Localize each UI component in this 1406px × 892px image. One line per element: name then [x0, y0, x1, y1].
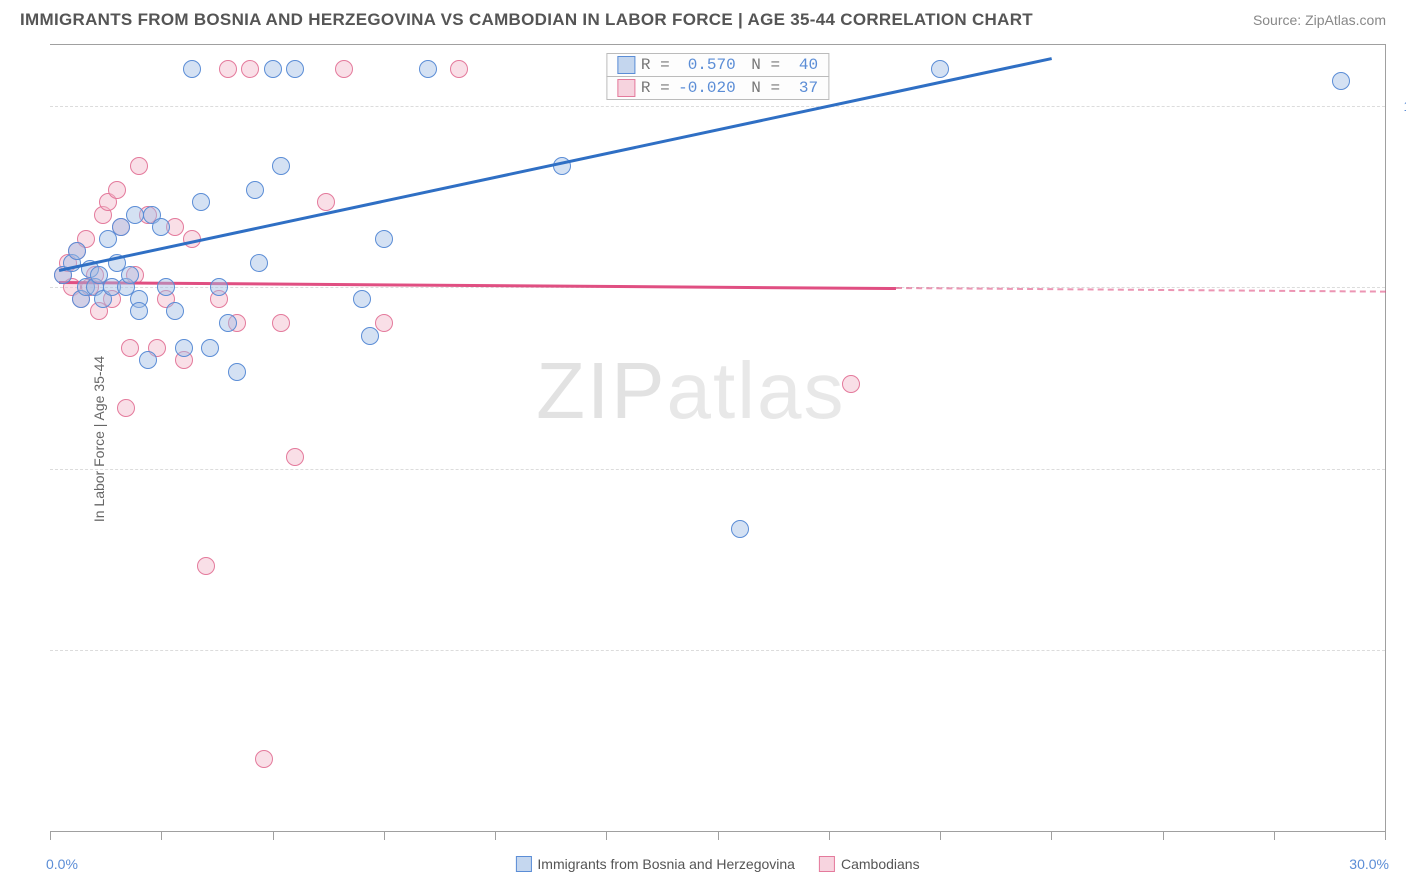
- scatter-point-blue: [375, 230, 393, 248]
- y-tick-label: 55.0%: [1395, 642, 1406, 658]
- swatch-blue-icon: [515, 856, 531, 872]
- watermark-thin: atlas: [667, 346, 846, 435]
- scatter-point-blue: [121, 266, 139, 284]
- scatter-point-pink: [130, 157, 148, 175]
- scatter-point-pink: [108, 181, 126, 199]
- x-tick: [1274, 832, 1275, 840]
- y-axis-label: In Labor Force | Age 35-44: [91, 355, 107, 521]
- scatter-point-blue: [126, 206, 144, 224]
- swatch-pink-icon: [819, 856, 835, 872]
- scatter-point-pink: [286, 448, 304, 466]
- scatter-point-pink: [219, 60, 237, 78]
- scatter-point-pink: [255, 750, 273, 768]
- scatter-point-blue: [353, 290, 371, 308]
- gridline: [50, 650, 1385, 651]
- legend-item-blue: Immigrants from Bosnia and Herzegovina: [515, 856, 795, 872]
- scatter-point-blue: [157, 278, 175, 296]
- scatter-point-blue: [166, 302, 184, 320]
- chart-source: Source: ZipAtlas.com: [1253, 12, 1386, 28]
- scatter-point-blue: [731, 520, 749, 538]
- scatter-point-blue: [219, 314, 237, 332]
- corr-n-pink: 37: [786, 79, 818, 97]
- trend-line-blue: [59, 57, 1052, 271]
- correlation-row-blue: R = 0.570 N = 40: [606, 53, 829, 77]
- legend-label-blue: Immigrants from Bosnia and Herzegovina: [537, 856, 795, 872]
- scatter-point-blue: [183, 60, 201, 78]
- scatter-point-blue: [139, 351, 157, 369]
- watermark: ZIPatlas: [536, 345, 845, 437]
- scatter-point-blue: [286, 60, 304, 78]
- scatter-point-pink: [117, 399, 135, 417]
- x-min-label: 0.0%: [46, 856, 78, 872]
- x-tick: [829, 832, 830, 840]
- x-tick: [1051, 832, 1052, 840]
- x-tick: [718, 832, 719, 840]
- scatter-point-blue: [192, 193, 210, 211]
- y-tick-label: 100.0%: [1395, 98, 1406, 114]
- corr-r-blue: 0.570: [676, 56, 736, 74]
- corr-n-label: N =: [742, 79, 780, 97]
- watermark-bold: ZIP: [536, 346, 666, 435]
- plot-area: ZIPatlas R = 0.570 N = 40 R = -0.020 N =…: [50, 45, 1385, 832]
- scatter-point-pink: [272, 314, 290, 332]
- gridline: [50, 106, 1385, 107]
- scatter-point-blue: [1332, 72, 1350, 90]
- x-tick: [1163, 832, 1164, 840]
- scatter-point-blue: [246, 181, 264, 199]
- x-tick: [940, 832, 941, 840]
- scatter-point-blue: [931, 60, 949, 78]
- scatter-point-blue: [264, 60, 282, 78]
- correlation-legend: R = 0.570 N = 40 R = -0.020 N = 37: [606, 53, 829, 99]
- x-tick: [50, 832, 51, 840]
- scatter-point-blue: [272, 157, 290, 175]
- scatter-point-pink: [842, 375, 860, 393]
- legend-item-pink: Cambodians: [819, 856, 920, 872]
- corr-r-label: R =: [641, 56, 670, 74]
- scatter-point-pink: [241, 60, 259, 78]
- x-tick: [606, 832, 607, 840]
- scatter-point-pink: [335, 60, 353, 78]
- scatter-point-blue: [361, 327, 379, 345]
- x-max-label: 30.0%: [1349, 856, 1389, 872]
- scatter-point-pink: [197, 557, 215, 575]
- bottom-legend: Immigrants from Bosnia and Herzegovina C…: [515, 856, 919, 872]
- corr-r-pink: -0.020: [676, 79, 736, 97]
- scatter-point-blue: [130, 302, 148, 320]
- trend-line-pink: [59, 281, 896, 290]
- scatter-point-blue: [210, 278, 228, 296]
- corr-r-label: R =: [641, 79, 670, 97]
- corr-n-blue: 40: [786, 56, 818, 74]
- corr-n-label: N =: [742, 56, 780, 74]
- chart-container: ZIPatlas R = 0.570 N = 40 R = -0.020 N =…: [50, 44, 1386, 832]
- x-tick: [384, 832, 385, 840]
- x-tick: [495, 832, 496, 840]
- swatch-pink-icon: [617, 79, 635, 97]
- scatter-point-blue: [175, 339, 193, 357]
- x-tick: [1385, 832, 1386, 840]
- x-tick: [273, 832, 274, 840]
- y-tick-label: 85.0%: [1395, 279, 1406, 295]
- legend-label-pink: Cambodians: [841, 856, 920, 872]
- y-tick-label: 70.0%: [1395, 461, 1406, 477]
- scatter-point-blue: [152, 218, 170, 236]
- scatter-point-pink: [450, 60, 468, 78]
- scatter-point-blue: [419, 60, 437, 78]
- gridline: [50, 469, 1385, 470]
- chart-title: IMMIGRANTS FROM BOSNIA AND HERZEGOVINA V…: [20, 10, 1033, 30]
- x-tick: [161, 832, 162, 840]
- scatter-point-blue: [228, 363, 246, 381]
- scatter-point-pink: [317, 193, 335, 211]
- scatter-point-pink: [121, 339, 139, 357]
- scatter-point-blue: [68, 242, 86, 260]
- swatch-blue-icon: [617, 56, 635, 74]
- correlation-row-pink: R = -0.020 N = 37: [606, 76, 829, 100]
- chart-header: IMMIGRANTS FROM BOSNIA AND HERZEGOVINA V…: [0, 0, 1406, 36]
- scatter-point-blue: [250, 254, 268, 272]
- scatter-point-blue: [201, 339, 219, 357]
